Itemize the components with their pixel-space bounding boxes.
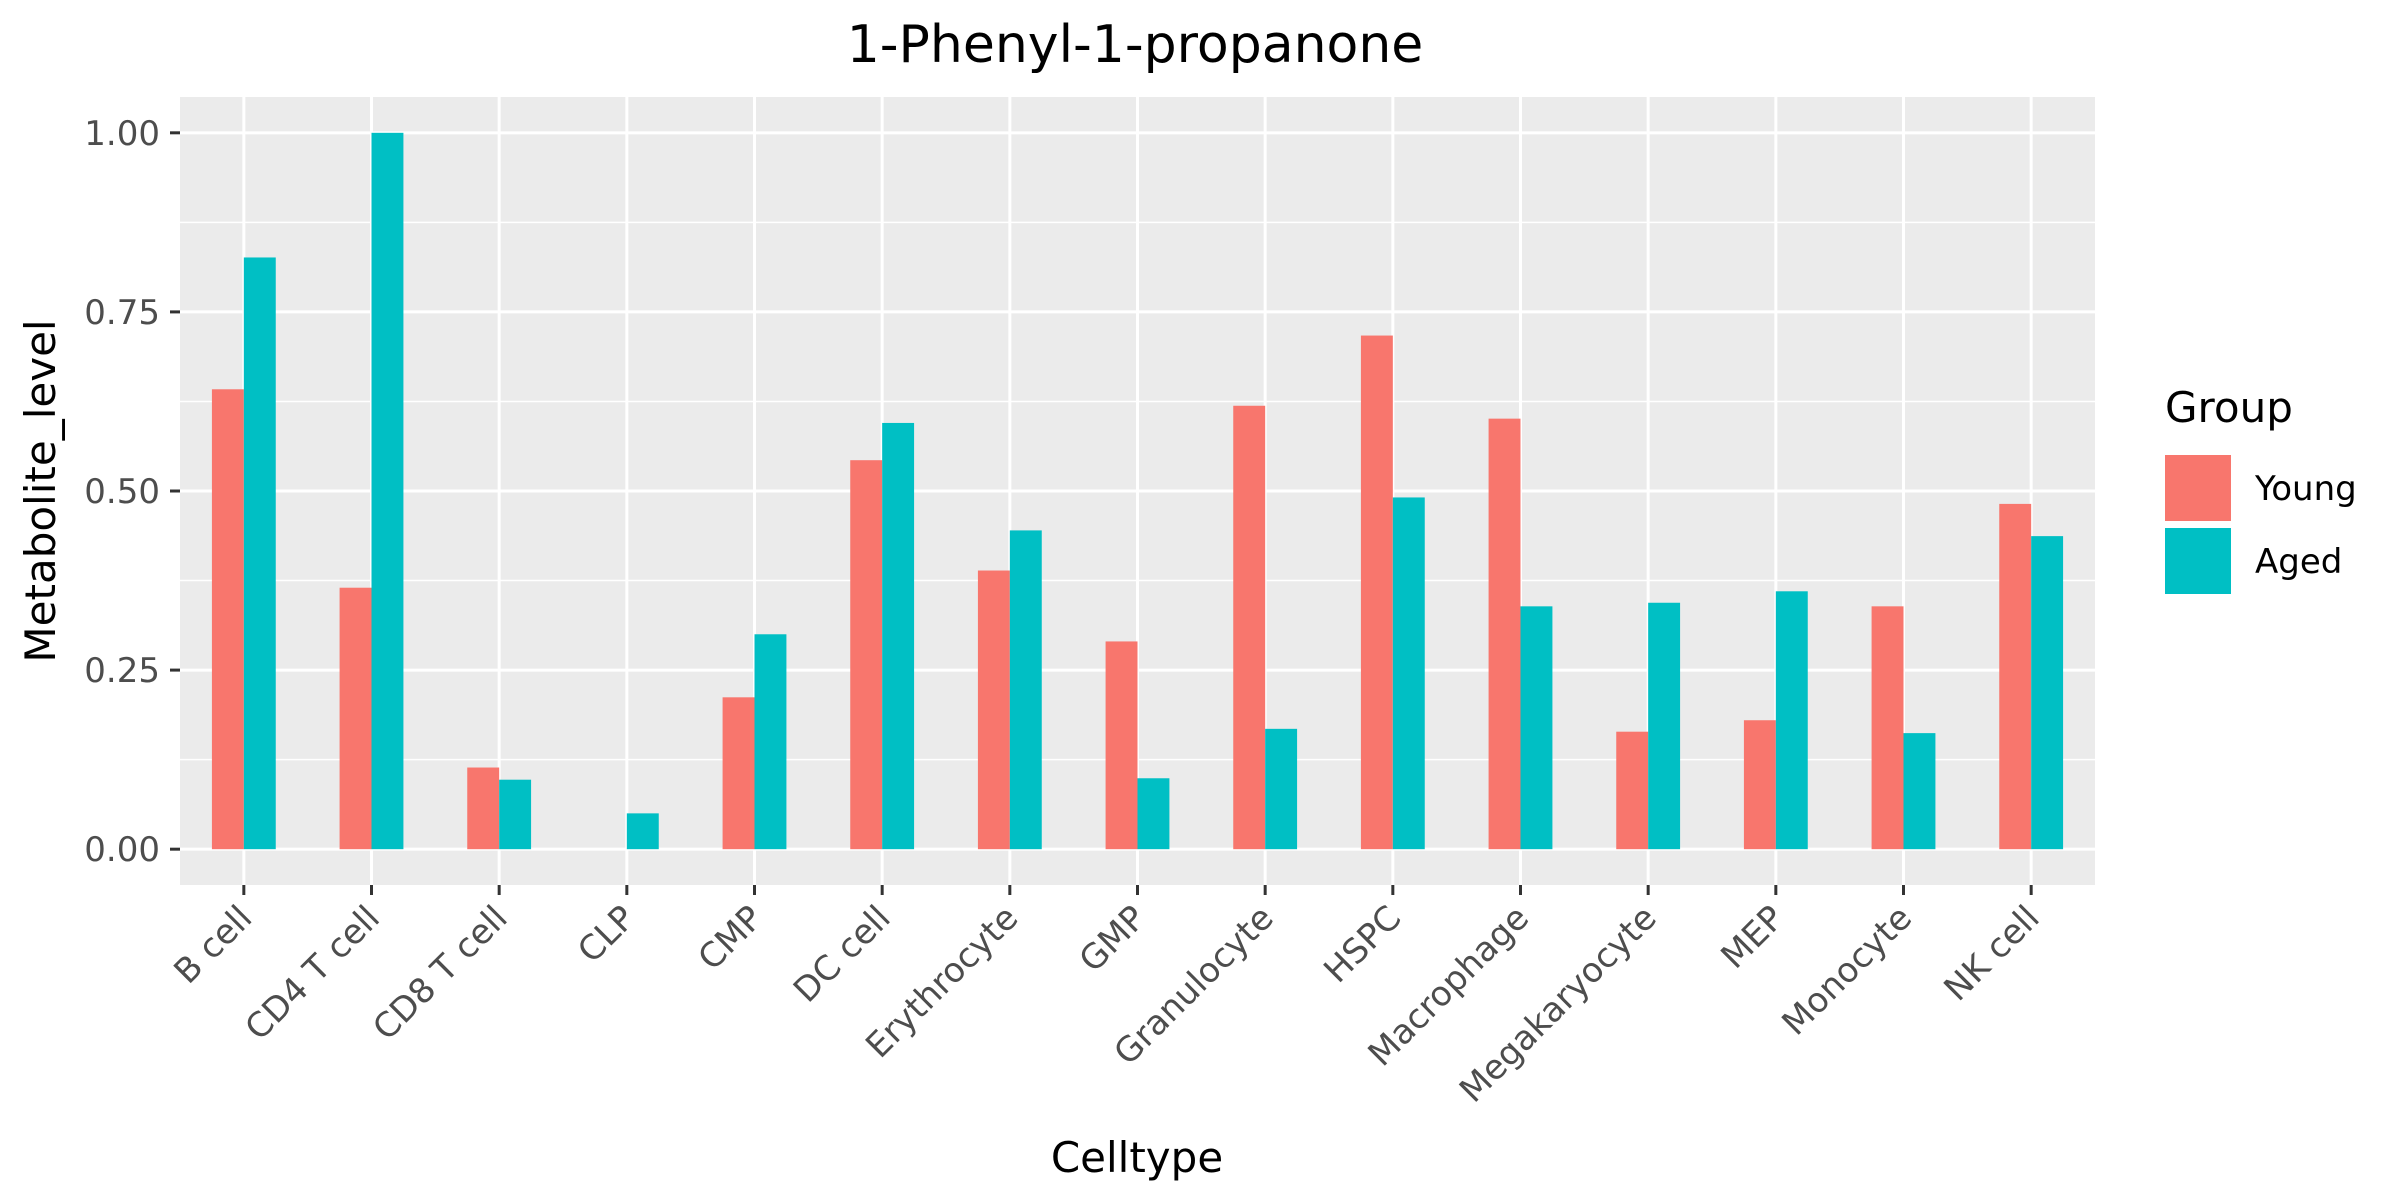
bar-young	[1616, 731, 1649, 850]
legend-title: Group	[2165, 383, 2293, 432]
bar-aged	[243, 257, 276, 850]
bar-aged	[499, 779, 532, 850]
bar-young	[339, 587, 372, 850]
bar-young	[467, 767, 500, 850]
bars	[211, 132, 2064, 850]
bar-aged	[754, 634, 787, 850]
bar-aged	[882, 422, 915, 850]
bar-young	[1999, 503, 2032, 850]
bar-young	[1743, 720, 1776, 850]
x-tick-label: CD8 T cell	[365, 898, 515, 1048]
bar-aged	[1520, 606, 1553, 850]
x-tick-label: CD4 T cell	[238, 898, 388, 1048]
y-tick-label: 0.25	[84, 651, 160, 691]
y-axis-title: Metabolite_level	[16, 319, 65, 662]
x-tick-label: GMP	[1072, 898, 1154, 980]
y-tick-label: 1.00	[84, 114, 160, 154]
bar-aged	[1775, 591, 1808, 850]
legend-label-aged: Aged	[2255, 542, 2342, 582]
x-tick-label: CLP	[570, 898, 643, 971]
legend: Group Young Aged	[2165, 383, 2357, 594]
bar-young	[977, 570, 1010, 850]
y-tick-label: 0.75	[84, 293, 160, 333]
y-tick-label: 0.00	[84, 830, 160, 870]
bar-aged	[371, 132, 404, 850]
y-tick-label: 0.50	[84, 472, 160, 512]
x-tick-label: NK cell	[1936, 898, 2047, 1009]
bar-aged	[1137, 778, 1170, 850]
chart-title: 1-Phenyl-1-propanone	[847, 15, 1424, 75]
bar-young	[1360, 335, 1393, 850]
x-tick-label: Monocyte	[1775, 898, 1920, 1043]
bar-aged	[626, 813, 659, 850]
bar-young	[1871, 606, 1904, 850]
x-tick-label: MEP	[1713, 898, 1792, 977]
legend-key-aged	[2165, 528, 2231, 594]
bar-young	[1488, 418, 1521, 850]
legend-key-young	[2165, 455, 2231, 521]
x-tick-label: B cell	[166, 898, 260, 992]
legend-label-young: Young	[2254, 469, 2357, 509]
x-tick-label: CMP	[691, 898, 771, 978]
bar-young	[211, 389, 244, 850]
bar-aged	[1648, 602, 1681, 850]
bar-young	[1105, 641, 1138, 850]
bar-young	[1233, 405, 1266, 850]
x-tick-label: DC cell	[786, 898, 899, 1011]
bar-young	[850, 460, 883, 850]
bar-aged	[1009, 530, 1042, 850]
bar-aged	[1903, 733, 1936, 850]
x-axis-title: Celltype	[1051, 1133, 1223, 1182]
bar-aged	[1392, 497, 1425, 850]
legend-items: Young Aged	[2165, 455, 2357, 594]
bar-young	[722, 697, 755, 850]
bar-aged	[2031, 536, 2064, 850]
x-tick-label: HSPC	[1316, 898, 1409, 991]
bar-aged	[1265, 728, 1298, 850]
